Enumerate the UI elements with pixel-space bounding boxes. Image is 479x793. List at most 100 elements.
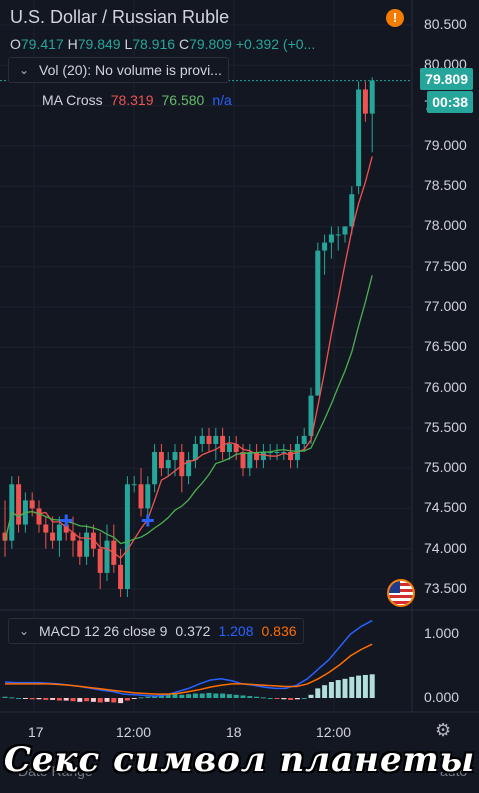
macd-hist-bar xyxy=(254,696,260,698)
candle-body xyxy=(84,532,90,557)
candle-body xyxy=(335,234,341,236)
high-value: 79.849 xyxy=(77,36,121,52)
candle-body xyxy=(63,524,69,533)
candle-body xyxy=(199,435,205,444)
us-flag-icon[interactable] xyxy=(387,579,415,607)
macd-hist-bar xyxy=(50,698,56,700)
macd-hist-bar xyxy=(220,693,226,698)
price-tick-label: 77.000 xyxy=(424,298,467,314)
macd-legend-label: MACD 12 26 close 9 xyxy=(39,623,168,639)
candle-body xyxy=(301,435,307,444)
macd-hist-bar xyxy=(63,698,69,701)
ma-third-value: n/a xyxy=(212,92,232,108)
candle-body xyxy=(104,540,110,573)
last-price-label: 79.809 xyxy=(420,68,473,90)
macd-line-value: 1.208 xyxy=(218,623,254,639)
candle-body xyxy=(220,435,226,453)
low-key: L xyxy=(124,36,133,52)
candle-body xyxy=(145,484,151,509)
macd-hist-bar xyxy=(124,698,130,701)
candle-body xyxy=(77,540,83,557)
signal-line xyxy=(5,643,373,695)
ma-legend[interactable]: MA Cross 78.319 76.580 n/a xyxy=(42,88,232,112)
macd-hist-bar xyxy=(192,693,198,698)
countdown-label: 00:38 xyxy=(427,91,473,113)
price-tick-label: 76.000 xyxy=(424,378,467,395)
chevron-down-icon[interactable]: ⌄ xyxy=(18,63,30,77)
macd-hist-value: 0.372 xyxy=(175,623,211,639)
macd-hist-bar xyxy=(226,694,232,698)
price-tick-label: 76.500 xyxy=(424,338,467,355)
macd-signal-value: 0.836 xyxy=(261,623,297,639)
macd-hist-bar xyxy=(165,694,171,698)
macd-hist-bar xyxy=(104,698,110,702)
candle-body xyxy=(281,452,287,454)
volume-legend-label: Vol (20): No volume is provi... xyxy=(39,62,222,78)
candle-body xyxy=(240,452,246,469)
macd-hist-bar xyxy=(199,693,205,698)
high-key: H xyxy=(67,36,78,52)
symbol-title[interactable]: U.S. Dollar / Russian Ruble xyxy=(10,7,230,27)
macd-hist-bar xyxy=(328,682,334,698)
candle-body xyxy=(362,89,368,114)
price-tick-label: 75.000 xyxy=(424,459,467,476)
open-value: 79.417 xyxy=(20,36,64,52)
macd-legend[interactable]: ⌄ MACD 12 26 close 9 0.372 1.208 0.836 xyxy=(8,618,304,644)
candle-body xyxy=(322,242,328,251)
macd-tick-label: 0.000 xyxy=(424,689,460,705)
macd-hist-bar xyxy=(288,698,294,700)
candle-body xyxy=(138,484,144,509)
macd-hist-bar xyxy=(233,694,239,698)
candle-body xyxy=(131,484,137,486)
candle-body xyxy=(158,452,164,469)
macd-hist-bar xyxy=(308,694,314,698)
exclamation-icon[interactable]: ! xyxy=(386,9,404,27)
candle-body xyxy=(328,234,334,243)
time-tick-label: 12:00 xyxy=(316,724,352,740)
macd-hist-bar xyxy=(2,696,8,698)
price-tick-label: 77.500 xyxy=(424,257,467,274)
candle-body xyxy=(288,452,294,461)
candle-body xyxy=(90,532,96,549)
macd-hist-bar xyxy=(158,694,164,698)
candle-body xyxy=(186,460,192,477)
chevron-down-icon[interactable]: ⌄ xyxy=(18,624,30,638)
auto-scale-button[interactable]: auto xyxy=(440,763,468,779)
macd-hist-bar xyxy=(77,698,83,702)
candle-body xyxy=(29,500,35,509)
macd-hist-bar xyxy=(145,696,151,698)
macd-hist-bar xyxy=(22,698,28,699)
macd-hist-bar xyxy=(16,698,22,699)
macd-hist-bar xyxy=(131,698,137,699)
candle-body xyxy=(233,443,239,453)
candle-body xyxy=(124,484,130,589)
candle-body xyxy=(16,484,22,525)
macd-hist-bar xyxy=(260,697,266,699)
gear-icon[interactable]: ⚙ xyxy=(435,720,452,740)
price-tick-label: 80.500 xyxy=(424,16,467,32)
price-tick-label: 79.000 xyxy=(424,136,467,153)
macd-hist-bar xyxy=(369,674,375,698)
candle-body xyxy=(43,524,49,533)
ma-fast-line xyxy=(4,156,373,560)
macd-hist-bar xyxy=(274,698,280,699)
macd-hist-bar xyxy=(213,693,219,698)
candle-body xyxy=(260,452,266,461)
close-value: 79.809 xyxy=(189,36,232,52)
ma-slow-value: 76.580 xyxy=(161,92,205,108)
price-tick-label: 78.000 xyxy=(424,217,467,234)
volume-legend[interactable]: ⌄ Vol (20): No volume is provi... xyxy=(8,57,229,83)
price-tick-label: 73.500 xyxy=(424,580,467,596)
candle-body xyxy=(315,250,321,396)
time-tick-label: 18 xyxy=(226,724,242,740)
candle-body xyxy=(36,508,42,525)
macd-hist-bar xyxy=(111,698,117,703)
date-range-button[interactable]: Date Range xyxy=(18,763,93,779)
macd-hist-bar xyxy=(172,694,178,698)
candle-body xyxy=(226,443,232,453)
macd-hist-bar xyxy=(349,676,355,698)
candle-body xyxy=(349,194,355,227)
price-tick-label: 74.500 xyxy=(424,499,467,516)
overlay-caption: Секс символ планеты xyxy=(3,740,476,780)
